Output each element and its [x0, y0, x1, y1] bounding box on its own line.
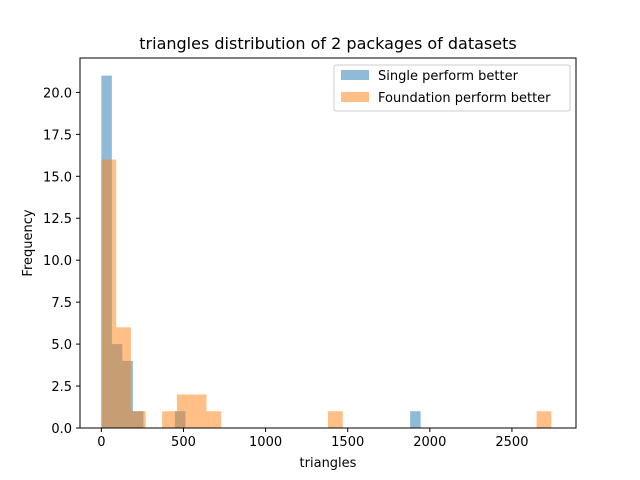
histogram-bar-series-0-bin-5	[410, 411, 421, 428]
legend-label-foundation: Foundation perform better	[378, 91, 551, 106]
y-tick-label-2: 5.0	[51, 338, 72, 353]
bars-layer	[101, 75, 552, 428]
histogram-bar-series-1-bin-3	[162, 411, 177, 428]
histogram-bar-series-1-bin-5	[206, 411, 222, 428]
x-tick-label-5: 2500	[495, 435, 528, 450]
y-tick-label-5: 12.5	[43, 212, 72, 227]
y-tick-label-0: 0.0	[51, 422, 72, 437]
legend-label-single: Single perform better	[378, 69, 519, 84]
legend-swatch-single	[341, 70, 369, 80]
y-tick-label-1: 2.5	[51, 380, 72, 395]
x-tick-label-3: 1500	[331, 435, 364, 450]
legend: Single perform better Foundation perform…	[333, 64, 571, 112]
histogram-bar-series-1-bin-4	[176, 394, 207, 428]
y-tick-label-6: 15.0	[43, 170, 72, 185]
x-tick-label-1: 500	[171, 435, 196, 450]
y-tick-label-4: 10.0	[43, 254, 72, 269]
y-tick-label-7: 17.5	[43, 128, 72, 143]
x-tick-label-0: 0	[97, 435, 105, 450]
x-axis-ticks: 0 500 1000 1500 2000 2500	[97, 428, 528, 450]
histogram-bar-series-1-bin-1	[116, 327, 131, 428]
y-tick-label-3: 7.5	[51, 296, 72, 311]
y-axis-label: Frequency	[21, 209, 36, 276]
x-tick-label-4: 2000	[413, 435, 446, 450]
plot-frame	[79, 57, 577, 429]
histogram-bar-series-1-bin-2	[130, 411, 146, 428]
legend-frame	[333, 64, 571, 112]
chart-title: triangles distribution of 2 packages of …	[139, 34, 516, 53]
histogram-bar-series-1-bin-6	[328, 411, 343, 428]
histogram-bar-series-1-bin-0	[101, 159, 117, 428]
y-tick-label-8: 20.0	[43, 86, 72, 101]
legend-swatch-foundation	[341, 92, 369, 102]
histogram-bar-series-1-bin-7	[536, 411, 552, 428]
x-axis-label: triangles	[300, 456, 357, 471]
y-axis-ticks: 0.0 2.5 5.0 7.5 10.0 12.5 15.0 17.5 20.0	[43, 86, 80, 437]
x-tick-label-2: 1000	[249, 435, 282, 450]
